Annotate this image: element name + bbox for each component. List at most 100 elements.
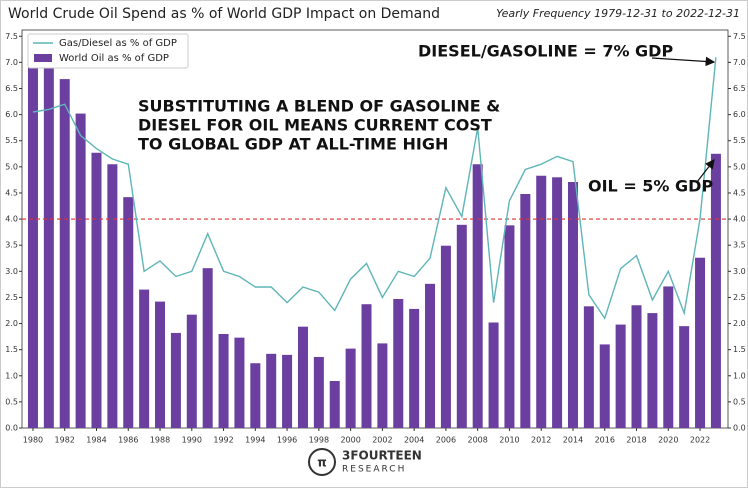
bar	[313, 356, 324, 428]
arrow	[651, 56, 716, 67]
bar	[170, 332, 181, 428]
x-tick-label: 2020	[658, 436, 678, 445]
bar	[488, 322, 499, 428]
bar	[186, 314, 197, 428]
bar	[91, 152, 102, 428]
bar	[615, 324, 626, 428]
line	[32, 57, 717, 320]
x-tick-label: 2008	[468, 436, 488, 445]
x-tick-label: 2006	[436, 436, 456, 445]
y-tick-label: 7.5	[5, 32, 18, 41]
chart-title: World Crude Oil Spend as % of World GDP …	[8, 6, 440, 22]
y-tick-label: 5.0	[5, 162, 18, 171]
y-tick-label: 2.5	[5, 293, 18, 302]
y-tick-label: 0.5	[5, 397, 18, 406]
bar	[377, 343, 388, 428]
y2-tick-label: 6.0	[733, 110, 746, 119]
bar	[250, 363, 261, 428]
bar	[139, 289, 150, 428]
y2-tick-label: 6.5	[733, 84, 746, 93]
bar	[440, 245, 451, 428]
x-tick-label: 1994	[245, 436, 265, 445]
bar	[679, 326, 690, 428]
x-tick-label: 2002	[372, 436, 392, 445]
annotation: SUBSTITUTING A BLEND OF GASOLINE &	[138, 97, 500, 116]
bar	[472, 164, 483, 429]
y2-tick-label: 4.0	[733, 215, 746, 224]
x-tick-label: 2012	[531, 436, 551, 445]
plot-area: 0.0 0.5 1.0 1.5 2.0 2.5 3.0 3.5 4.0 4.5 5.0 5.5 6.0 6…	[5, 29, 746, 445]
y-tick-label: 6.5	[5, 84, 18, 93]
y-tick-label: 3.5	[5, 241, 18, 250]
x-tick-label: 1988	[150, 436, 170, 445]
bar	[297, 326, 308, 428]
bar	[218, 333, 229, 428]
bar	[329, 380, 340, 428]
bar	[425, 283, 436, 428]
y2-tick-label: 5.0	[733, 162, 746, 171]
y2-tick-label: 1.0	[733, 371, 746, 380]
bar	[345, 348, 356, 428]
y2-tick-label: 0.0	[733, 424, 746, 433]
bar	[75, 113, 86, 429]
bar	[599, 344, 610, 428]
logo-glyph: π	[317, 456, 327, 470]
x-tick-label: 2004	[404, 436, 424, 445]
annotation: DIESEL FOR OIL MEANS CURRENT COST	[138, 116, 492, 135]
x-tick-label: 2014	[563, 436, 583, 445]
x-tick-label: 1982	[55, 436, 75, 445]
y-tick-label: 0.0	[5, 424, 18, 433]
x-tick-label: 2016	[595, 436, 615, 445]
bar	[43, 51, 54, 428]
bar	[631, 305, 642, 428]
x-tick-label: 1990	[182, 436, 202, 445]
arrow	[696, 159, 715, 183]
bar	[536, 175, 547, 428]
y2-tick-label: 4.5	[733, 188, 746, 197]
legend-label: World Oil as % of GDP	[59, 53, 169, 64]
y2-tick-label: 3.0	[733, 267, 746, 276]
bar	[504, 225, 515, 428]
y-tick-label: 5.5	[5, 136, 18, 145]
annotation: OIL = 5% GDP	[588, 177, 713, 196]
x-tick-label: 1980	[23, 436, 43, 445]
chart-subtitle: Yearly Frequency 1979-12-31 to 2022-12-3…	[496, 7, 740, 20]
bar	[234, 337, 245, 428]
annotation: DIESEL/GASOLINE = 7% GDP	[418, 42, 673, 61]
y-tick-label: 4.0	[5, 215, 18, 224]
y-tick-label: 2.0	[5, 319, 18, 328]
bar	[59, 79, 70, 429]
x-tick-label: 2018	[626, 436, 646, 445]
y2-tick-label: 7.5	[733, 32, 746, 41]
logo-mark	[308, 448, 336, 476]
bar	[107, 164, 118, 429]
bar	[663, 286, 674, 428]
x-tick-label: 2010	[499, 436, 519, 445]
legend-label: Gas/Diesel as % of GDP	[59, 38, 177, 49]
annotation: TO GLOBAL GDP AT ALL-TIME HIGH	[138, 135, 448, 154]
x-tick-label: 2022	[690, 436, 710, 445]
x-tick-label: 1986	[118, 436, 138, 445]
bar	[282, 354, 293, 428]
y-tick-label: 7.0	[5, 58, 18, 67]
bar	[695, 257, 706, 428]
legend-swatch	[34, 54, 52, 62]
y-tick-label: 4.5	[5, 188, 18, 197]
y2-tick-label: 7.0	[733, 58, 746, 67]
bar	[123, 197, 134, 428]
y-tick-label: 1.0	[5, 371, 18, 380]
bar	[552, 177, 563, 428]
bar	[393, 298, 404, 428]
bar	[202, 268, 213, 428]
bar	[583, 306, 594, 428]
bar	[520, 194, 531, 428]
y-tick-label: 1.5	[5, 345, 18, 354]
bar	[155, 301, 166, 428]
y2-tick-label: 2.5	[733, 293, 746, 302]
bar	[409, 308, 420, 428]
y2-tick-label: 3.5	[733, 241, 746, 250]
y2-tick-label: 1.5	[733, 345, 746, 354]
x-tick-label: 2000	[340, 436, 360, 445]
y2-tick-label: 5.5	[733, 136, 746, 145]
